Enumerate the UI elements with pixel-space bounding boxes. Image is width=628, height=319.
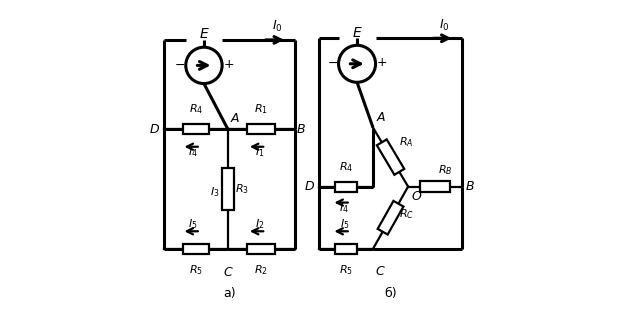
- Text: $-$: $-$: [174, 58, 185, 70]
- Polygon shape: [377, 139, 404, 175]
- Text: $I_0$: $I_0$: [272, 19, 283, 34]
- Text: б): б): [384, 287, 397, 300]
- Text: $I_0$: $I_0$: [440, 18, 450, 33]
- Text: $R_1$: $R_1$: [254, 103, 268, 116]
- Text: a): a): [223, 287, 236, 300]
- Text: $I_5$: $I_5$: [188, 218, 198, 231]
- Polygon shape: [420, 181, 450, 192]
- Polygon shape: [377, 201, 403, 234]
- Text: $R_4$: $R_4$: [189, 103, 203, 116]
- Polygon shape: [183, 124, 209, 134]
- Text: $+$: $+$: [376, 56, 387, 69]
- Text: $I_4$: $I_4$: [339, 201, 349, 215]
- Text: $R_C$: $R_C$: [399, 208, 414, 221]
- Text: $E$: $E$: [352, 26, 362, 40]
- Text: $R_A$: $R_A$: [399, 135, 413, 149]
- Text: $O$: $O$: [411, 190, 423, 203]
- Text: $A$: $A$: [230, 112, 241, 125]
- Polygon shape: [247, 244, 276, 254]
- Text: $R_5$: $R_5$: [189, 263, 203, 277]
- Text: $R_3$: $R_3$: [235, 182, 249, 196]
- Text: $+$: $+$: [223, 58, 234, 70]
- Polygon shape: [183, 244, 209, 254]
- Text: $D$: $D$: [149, 123, 160, 136]
- Text: $R_2$: $R_2$: [254, 263, 268, 277]
- Text: $R_5$: $R_5$: [339, 263, 353, 277]
- Polygon shape: [222, 168, 234, 210]
- Text: $C$: $C$: [222, 266, 233, 279]
- Text: $E$: $E$: [198, 27, 209, 41]
- Polygon shape: [335, 182, 357, 192]
- Text: $C$: $C$: [375, 265, 386, 278]
- Text: $-$: $-$: [327, 56, 338, 69]
- Text: $I_3$: $I_3$: [210, 185, 220, 199]
- Text: $I_5$: $I_5$: [340, 218, 349, 231]
- Text: $B$: $B$: [465, 180, 474, 193]
- Text: $I_2$: $I_2$: [255, 218, 264, 231]
- Text: $D$: $D$: [304, 180, 315, 193]
- Text: $I_4$: $I_4$: [188, 145, 198, 159]
- Text: $R_4$: $R_4$: [338, 160, 353, 174]
- Text: $R_B$: $R_B$: [438, 163, 453, 177]
- Polygon shape: [335, 244, 357, 254]
- Text: $I_1$: $I_1$: [255, 145, 264, 159]
- Polygon shape: [247, 124, 276, 134]
- Text: $A$: $A$: [376, 111, 386, 124]
- Text: $B$: $B$: [296, 123, 306, 136]
